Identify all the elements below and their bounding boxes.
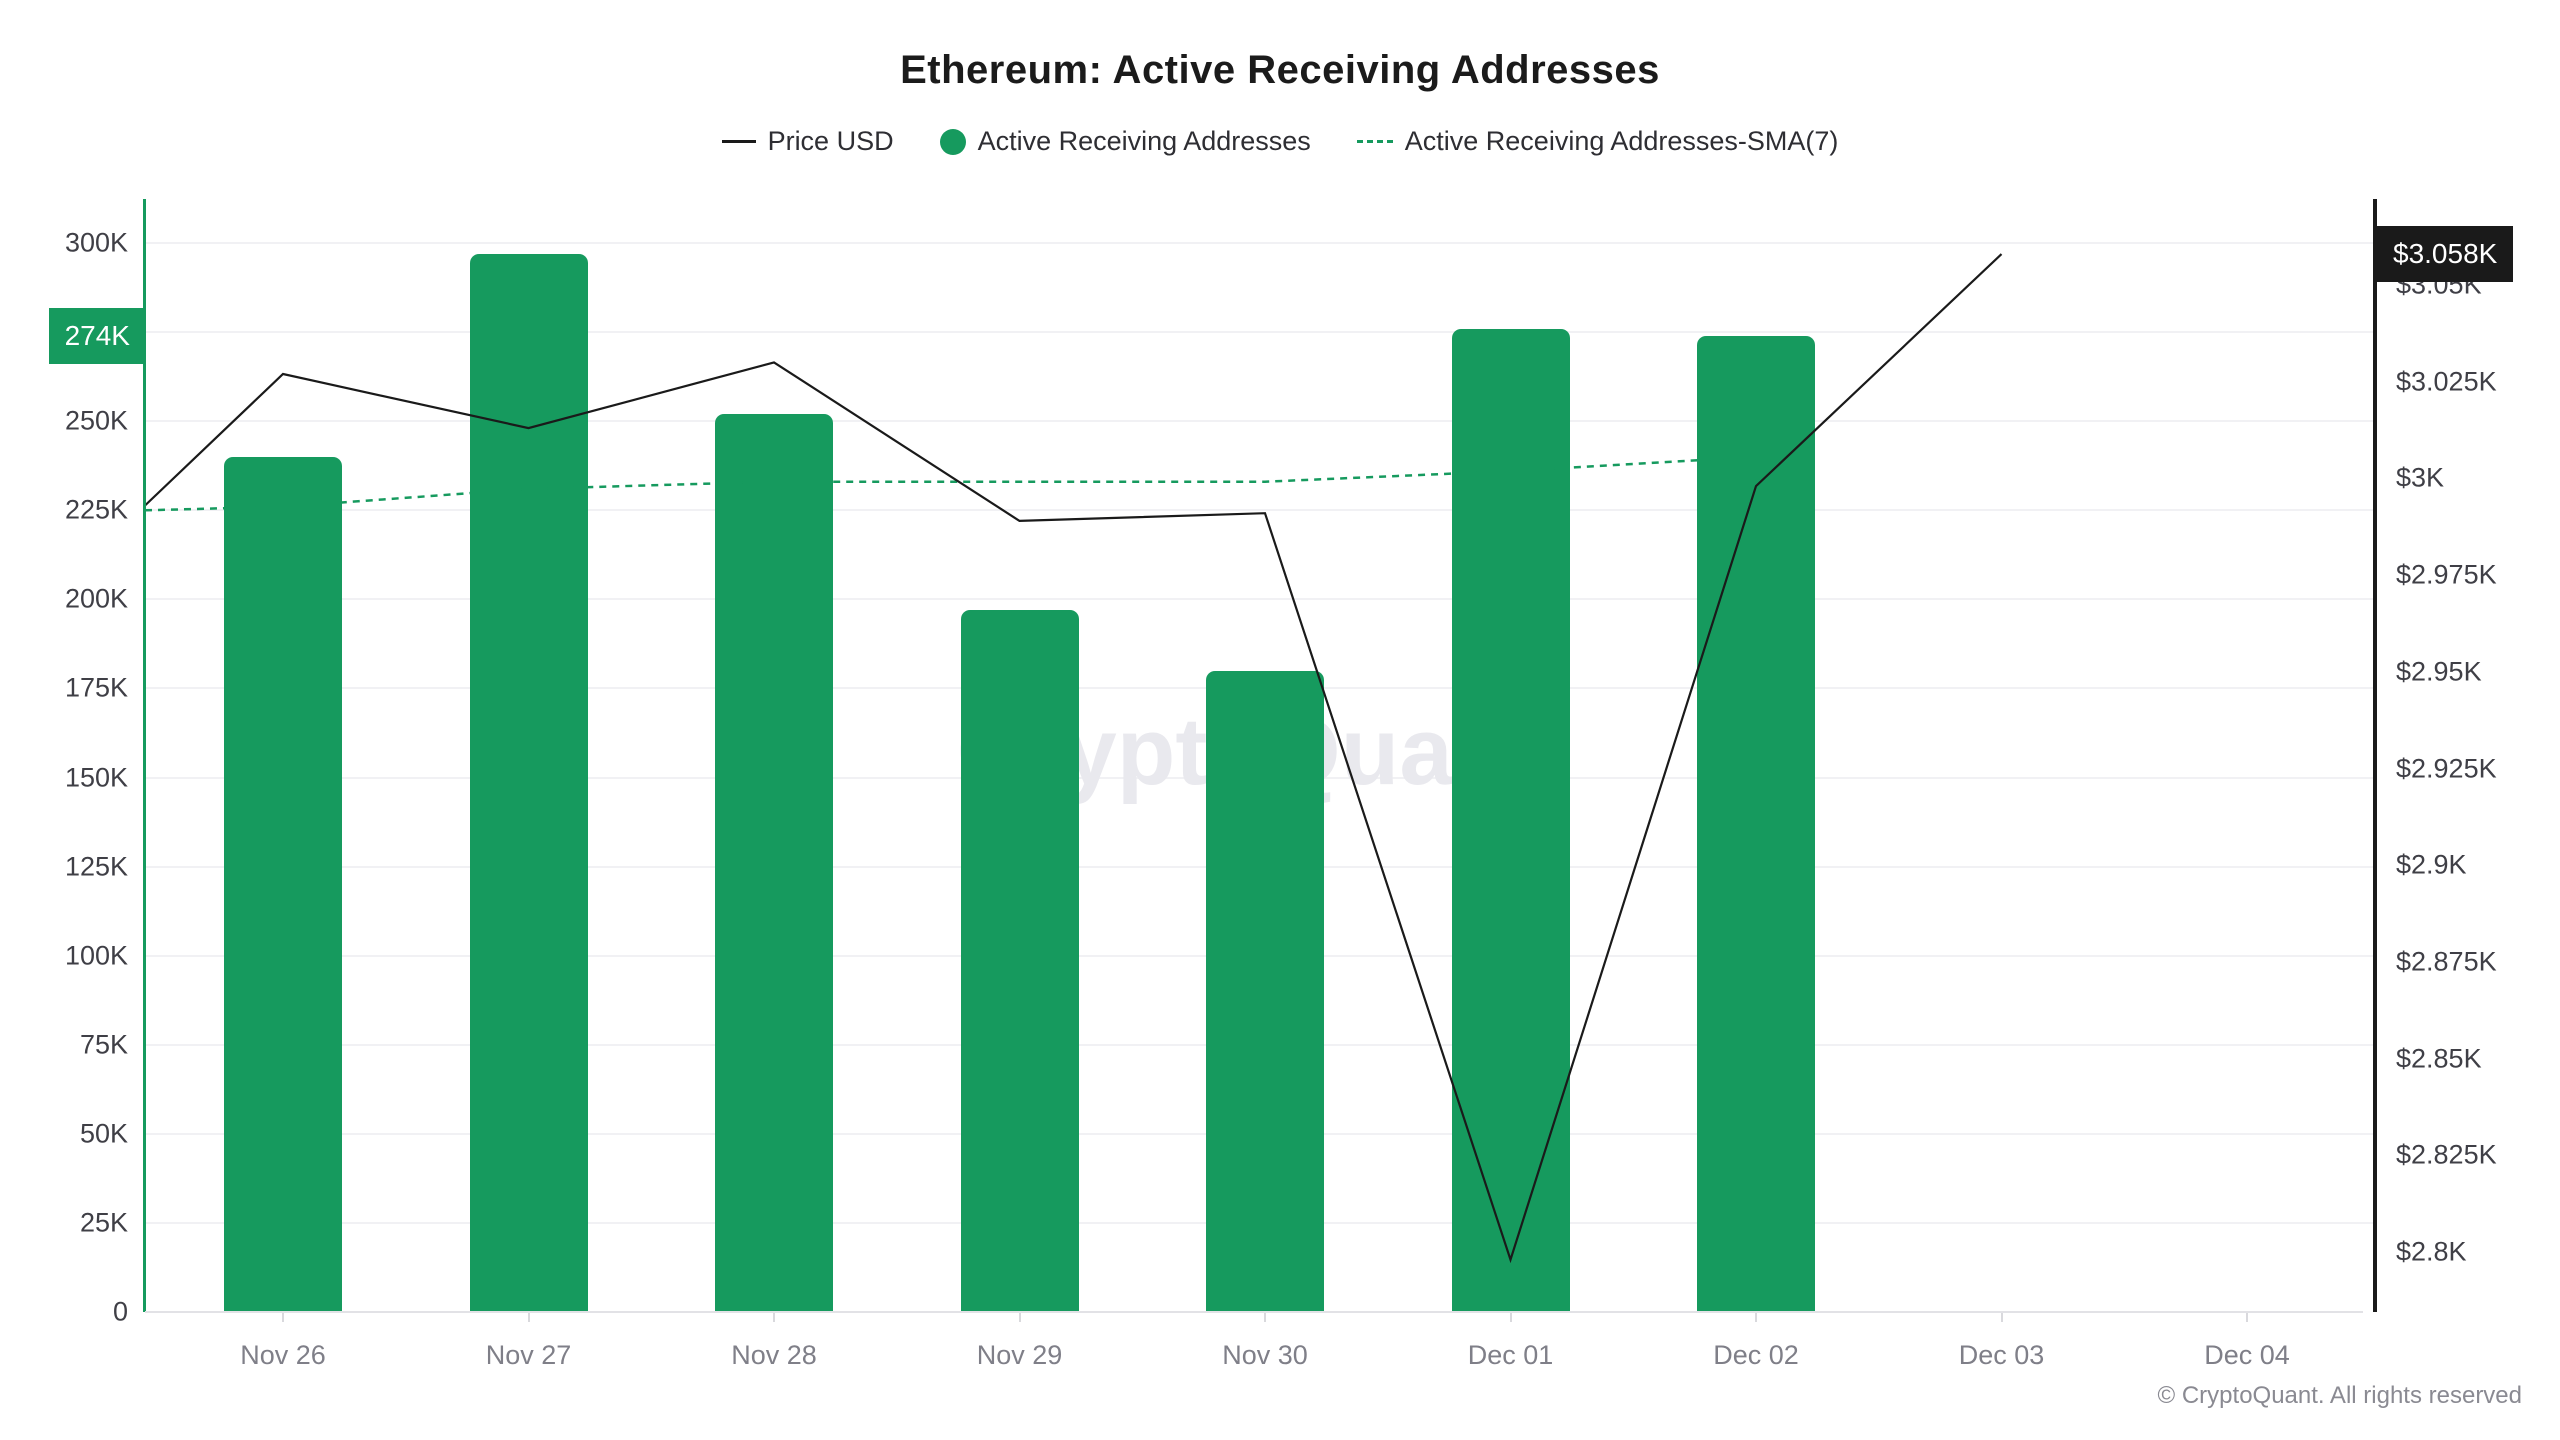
left-axis-tick-label: 75K <box>79 1029 128 1060</box>
bar-dec-01[interactable] <box>1451 328 1570 1312</box>
x-axis-tickmark <box>282 1312 284 1322</box>
x-axis-tickmark <box>1264 1312 1266 1322</box>
x-axis-tickmark <box>1018 1312 1021 1322</box>
right-axis-tick-label: $2.8K <box>2396 1236 2467 1267</box>
legend-item-sma7[interactable]: Active Receiving Addresses-SMA(7) <box>1356 126 1839 157</box>
right-axis-line <box>2373 199 2377 1312</box>
left-axis-tick-label: 50K <box>79 1118 128 1149</box>
x-axis-line <box>145 1311 2363 1313</box>
right-axis-tick-label: $2.95K <box>2396 656 2482 687</box>
x-axis-label-nov-30: Nov 30 <box>1222 1340 1308 1370</box>
x-axis-label-dec-02: Dec 02 <box>1713 1340 1799 1370</box>
sma-dashed-swatch-icon <box>1356 140 1393 143</box>
bar-series-swatch-icon <box>939 128 966 155</box>
x-axis-label-nov-27: Nov 27 <box>485 1340 572 1370</box>
left-axis-tick-label: 225K <box>64 494 128 525</box>
left-axis-tick-label: 250K <box>64 405 128 436</box>
legend-label: Active Receiving Addresses <box>977 126 1311 156</box>
x-axis-label-nov-28: Nov 28 <box>731 1340 817 1370</box>
x-axis-tickmark <box>1755 1312 1757 1322</box>
bar-nov-27[interactable] <box>469 253 588 1312</box>
bar-nov-29[interactable] <box>960 610 1079 1312</box>
x-axis-label-dec-03: Dec 03 <box>1958 1340 2045 1370</box>
left-axis-tick-label: 175K <box>64 672 128 703</box>
left-axis-line <box>143 199 146 1312</box>
right-axis-tick-label: $2.925K <box>2396 753 2497 783</box>
legend-item-price-usd[interactable]: Price USD <box>721 126 894 157</box>
x-axis-label-dec-01: Dec 01 <box>1467 1340 1554 1370</box>
gridline <box>145 242 2375 244</box>
bar-nov-30[interactable] <box>1206 670 1324 1312</box>
x-axis-tickmark <box>773 1312 775 1322</box>
x-axis-label-dec-04: Dec 04 <box>2204 1340 2290 1370</box>
legend-item-active-receiving-addresses[interactable]: Active Receiving Addresses <box>939 126 1311 157</box>
latest-bar-value-badge: 274K <box>48 307 146 364</box>
x-axis-tickmark <box>2000 1312 2003 1322</box>
right-axis-tick-label: $2.85K <box>2396 1043 2482 1074</box>
right-axis-tick-label: $2.9K <box>2396 849 2467 880</box>
bar-nov-26[interactable] <box>224 456 342 1312</box>
left-axis-tick-label: 0 <box>112 1296 128 1327</box>
left-axis-tick-label: 125K <box>64 851 128 882</box>
x-axis-tickmark <box>1509 1312 1512 1322</box>
x-axis-label-nov-29: Nov 29 <box>976 1340 1063 1370</box>
copyright-notice: © CryptoQuant. All rights reserved <box>2157 1382 2523 1409</box>
left-axis-tick-label: 300K <box>64 227 128 258</box>
right-axis-tick-label: $3.025K <box>2396 366 2497 397</box>
x-axis-label-nov-26: Nov 26 <box>240 1340 326 1370</box>
bar-nov-28[interactable] <box>715 414 833 1312</box>
legend-label: Active Receiving Addresses-SMA(7) <box>1404 126 1839 156</box>
right-axis-tick-label: $2.825K <box>2396 1139 2497 1170</box>
x-axis-tickmark <box>2246 1312 2248 1322</box>
legend: Price USD Active Receiving Addresses Act… <box>0 126 2560 157</box>
right-axis-tick-label: $2.975K <box>2396 559 2497 590</box>
chart-title: Ethereum: Active Receiving Addresses <box>900 48 1660 92</box>
legend-label: Price USD <box>767 126 894 156</box>
left-axis-tick-label: 200K <box>64 583 128 614</box>
x-axis-tickmark <box>527 1312 530 1322</box>
left-axis-tick-label: 25K <box>79 1207 128 1238</box>
left-axis-tick-label: 150K <box>64 762 128 792</box>
right-axis-tick-label: $3K <box>2396 462 2445 493</box>
bar-dec-02[interactable] <box>1697 335 1815 1312</box>
latest-price-badge: $3.058K <box>2377 226 2514 283</box>
price-line-swatch-icon <box>721 140 756 143</box>
right-axis-tick-label: $2.875K <box>2396 946 2497 977</box>
left-axis-tick-label: 100K <box>64 940 128 971</box>
